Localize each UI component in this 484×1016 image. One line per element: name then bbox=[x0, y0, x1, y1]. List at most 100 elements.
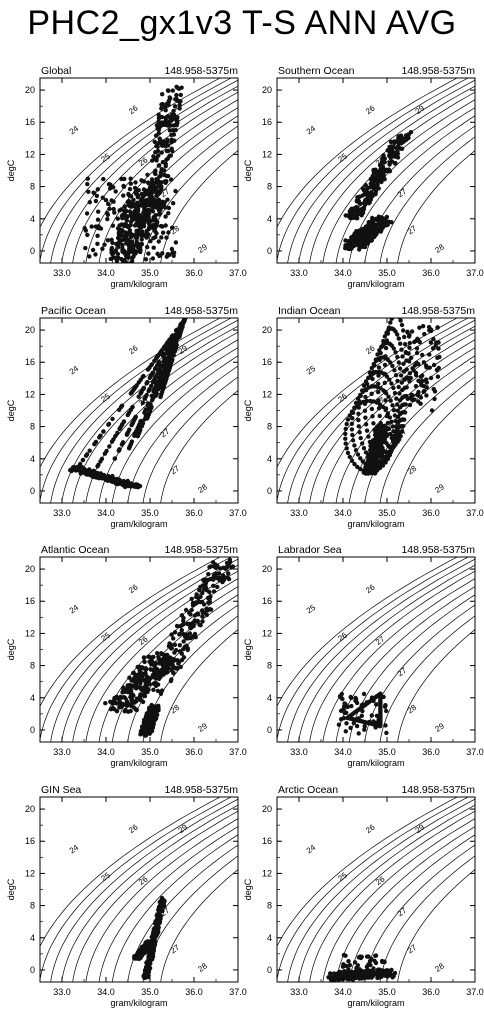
data-point bbox=[136, 188, 141, 193]
data-point bbox=[203, 581, 208, 586]
data-point bbox=[87, 200, 93, 205]
data-point bbox=[142, 685, 147, 690]
plot-area: 25 26 26 27 27 28 29 bbox=[277, 557, 475, 742]
data-point bbox=[196, 595, 201, 601]
data-point bbox=[414, 350, 420, 356]
data-point bbox=[120, 422, 125, 427]
data-point bbox=[135, 485, 141, 490]
data-point bbox=[362, 724, 367, 729]
data-point bbox=[358, 392, 363, 398]
data-point bbox=[166, 102, 171, 108]
data-point bbox=[408, 130, 414, 135]
data-point bbox=[375, 171, 380, 176]
data-point bbox=[357, 967, 362, 972]
data-point bbox=[390, 424, 395, 429]
data-point bbox=[107, 206, 112, 211]
data-point bbox=[168, 153, 173, 158]
data-point bbox=[348, 208, 354, 213]
data-point bbox=[200, 619, 205, 624]
density-contour bbox=[287, 798, 475, 982]
data-point bbox=[200, 610, 206, 615]
data-point bbox=[356, 424, 361, 429]
data-point bbox=[119, 207, 124, 212]
x-tick-label: 36.0 bbox=[422, 987, 440, 997]
x-tick-label: 36.0 bbox=[185, 508, 203, 518]
data-point bbox=[374, 702, 379, 707]
data-point bbox=[159, 235, 164, 240]
data-point bbox=[374, 231, 379, 236]
data-point bbox=[143, 671, 148, 676]
data-point bbox=[356, 417, 361, 423]
data-point bbox=[113, 248, 119, 253]
data-point bbox=[226, 576, 232, 582]
panel-title: Pacific Ocean bbox=[41, 305, 106, 317]
data-point bbox=[360, 702, 366, 707]
data-point bbox=[174, 123, 179, 128]
data-point bbox=[374, 713, 380, 718]
data-point bbox=[414, 346, 420, 351]
data-point bbox=[176, 86, 182, 92]
data-point bbox=[376, 406, 382, 411]
data-point bbox=[100, 195, 106, 200]
data-point bbox=[355, 963, 361, 968]
data-point bbox=[397, 366, 403, 371]
x-tick-label: 34.0 bbox=[334, 987, 352, 997]
data-point bbox=[107, 444, 112, 449]
data-point bbox=[159, 688, 165, 693]
data-point bbox=[146, 251, 151, 256]
data-point bbox=[371, 421, 376, 426]
data-point bbox=[396, 313, 400, 317]
contour-label: 24 bbox=[305, 843, 318, 856]
data-point bbox=[373, 953, 378, 958]
data-point bbox=[150, 209, 156, 214]
data-point bbox=[147, 375, 152, 381]
data-point bbox=[119, 229, 124, 234]
data-point bbox=[383, 391, 389, 396]
data-point bbox=[141, 224, 147, 229]
data-point bbox=[364, 964, 370, 969]
data-point bbox=[128, 231, 133, 236]
data-point bbox=[358, 435, 363, 441]
data-point bbox=[389, 159, 395, 164]
density-contour bbox=[142, 855, 238, 982]
data-point bbox=[166, 88, 171, 94]
ts-panel: 25 26 26 27 27 28 29 33.0 34.0 35.0 36.0 37.0 0 4 8 12 1… bbox=[243, 544, 484, 768]
data-point bbox=[177, 106, 182, 111]
data-point bbox=[383, 425, 388, 430]
panel-subtitle: 148.958-5375m bbox=[164, 65, 238, 77]
data-point bbox=[353, 205, 358, 211]
data-point bbox=[160, 159, 166, 165]
data-point bbox=[342, 710, 347, 716]
data-point bbox=[156, 387, 161, 392]
data-point bbox=[158, 350, 163, 355]
data-point bbox=[127, 682, 133, 688]
data-point bbox=[116, 448, 122, 453]
data-point bbox=[140, 195, 145, 201]
data-point bbox=[168, 642, 174, 647]
data-point bbox=[163, 663, 169, 669]
x-tick-label: 33.0 bbox=[53, 987, 71, 997]
data-point bbox=[407, 345, 412, 350]
data-point bbox=[366, 973, 371, 978]
data-point bbox=[366, 193, 372, 199]
y-tick-label: 4 bbox=[267, 933, 272, 943]
data-point bbox=[69, 468, 74, 474]
data-point bbox=[181, 615, 186, 621]
density-contour bbox=[50, 798, 238, 982]
data-point bbox=[112, 456, 118, 461]
data-point bbox=[391, 434, 396, 439]
data-point bbox=[225, 564, 230, 569]
data-point bbox=[128, 391, 133, 396]
density-contour bbox=[322, 99, 475, 263]
y-tick-label: 4 bbox=[30, 454, 35, 464]
data-point bbox=[145, 724, 150, 729]
data-point bbox=[214, 571, 219, 577]
data-point bbox=[218, 566, 223, 571]
data-point bbox=[130, 249, 135, 254]
data-point bbox=[136, 431, 141, 437]
contour-label: 24 bbox=[68, 843, 81, 856]
y-axis-label: degC bbox=[6, 159, 16, 181]
data-point bbox=[155, 353, 160, 359]
data-point bbox=[393, 350, 398, 355]
data-point bbox=[158, 173, 163, 179]
